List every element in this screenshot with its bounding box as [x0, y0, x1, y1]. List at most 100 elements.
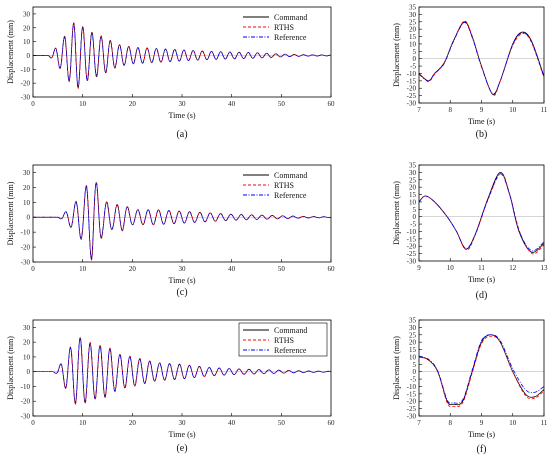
x-tick-label: 60 — [328, 100, 336, 108]
y-tick-label: 20 — [409, 26, 417, 34]
x-tick-label: 10 — [79, 100, 87, 108]
panel-label: (d) — [476, 290, 488, 301]
y-tick-label: 25 — [409, 331, 417, 339]
x-tick-label: 10 — [79, 265, 87, 273]
legend-label-rths: RTHS — [274, 181, 294, 190]
y-tick-label: 20 — [409, 184, 417, 192]
plot-frame — [418, 319, 545, 417]
x-tick-label: 11 — [541, 419, 548, 427]
y-tick-label: -15 — [407, 77, 417, 85]
x-tick-label: 8 — [449, 106, 453, 114]
y-tick-label: 10 — [409, 198, 417, 206]
y-tick-label: 10 — [23, 38, 31, 46]
series-line-command — [419, 21, 544, 96]
y-tick-label: 0 — [413, 55, 417, 63]
x-tick-label: 40 — [228, 265, 236, 273]
y-tick-label: 30 — [409, 169, 417, 177]
y-tick-label: -20 — [407, 398, 417, 406]
x-tick-label: 7 — [417, 106, 421, 114]
y-tick-label: -5 — [410, 221, 416, 229]
y-tick-label: -10 — [21, 383, 31, 391]
x-tick-label: 11 — [541, 106, 548, 114]
y-axis-label: Displacement (mm) — [6, 336, 15, 400]
y-tick-label: 25 — [409, 176, 417, 184]
x-axis-label: Time (s) — [168, 430, 195, 439]
y-tick-label: 25 — [409, 18, 417, 26]
y-axis-label: Displacement (mm) — [392, 181, 401, 245]
x-tick-label: 9 — [480, 106, 484, 114]
x-tick-label: 9 — [480, 419, 484, 427]
y-axis-label: Displacement (mm) — [6, 20, 15, 84]
y-tick-label: 10 — [409, 353, 417, 361]
y-tick-label: 15 — [409, 33, 417, 41]
x-tick-label: 12 — [509, 264, 517, 272]
x-tick-label: 10 — [447, 264, 455, 272]
y-tick-label: -30 — [21, 94, 31, 102]
y-tick-label: 30 — [23, 10, 31, 18]
x-tick-label: 50 — [278, 419, 286, 427]
y-tick-label: 10 — [23, 353, 31, 361]
series-line-reference — [33, 338, 331, 404]
x-tick-label: 50 — [278, 265, 286, 273]
y-tick-label: 20 — [23, 24, 31, 32]
x-axis-label: Time (s) — [468, 117, 495, 126]
x-tick-label: 60 — [328, 419, 336, 427]
x-tick-label: 10 — [79, 419, 87, 427]
chart-panel-c: 0 10 20 30 40 50 60 -30 -20 -10 0 10 20 30 Time (s) Dis… — [6, 164, 336, 298]
chart-panel-a: 0 10 20 30 40 50 60 -30 -20 -10 0 10 20 30 Time (s) Dis… — [6, 6, 336, 140]
y-tick-label: 0 — [27, 52, 31, 60]
chart-panel-e: 0 10 20 30 40 50 60 -30 -20 -10 0 10 20 30 Time (s) Dis… — [6, 319, 336, 454]
x-tick-label: 0 — [31, 100, 35, 108]
y-tick-label: -30 — [21, 259, 31, 267]
y-tick-label: -30 — [407, 258, 417, 266]
x-tick-label: 40 — [228, 100, 236, 108]
legend-label-command: Command — [274, 171, 307, 180]
y-tick-label: 0 — [27, 368, 31, 376]
chart-panel-f: 7 8 9 10 11-30-25-20-15-10-505101520253035Ti… — [392, 317, 548, 456]
y-tick-label: 30 — [23, 169, 31, 177]
y-tick-label: -20 — [21, 80, 31, 88]
y-tick-label: 5 — [413, 361, 417, 369]
y-tick-label: -15 — [407, 390, 417, 398]
legend-label-reference: Reference — [274, 191, 307, 200]
panel-label: (c) — [176, 287, 187, 298]
series-line-reference — [419, 22, 544, 95]
legend-box — [238, 322, 328, 357]
x-axis-label: Time (s) — [168, 276, 195, 285]
x-tick-label: 10 — [509, 419, 517, 427]
x-tick-label: 60 — [328, 265, 336, 273]
y-tick-label: -5 — [410, 63, 416, 71]
y-tick-label: 30 — [409, 324, 417, 332]
y-tick-label: -20 — [407, 243, 417, 251]
x-tick-label: 30 — [179, 419, 187, 427]
y-tick-label: -10 — [21, 66, 31, 74]
y-tick-label: -25 — [407, 92, 417, 100]
y-tick-label: -30 — [21, 413, 31, 421]
y-tick-label: 35 — [409, 162, 417, 170]
series-line-rths — [419, 335, 544, 408]
x-tick-label: 40 — [228, 419, 236, 427]
panel-label: (f) — [477, 444, 487, 455]
legend-label-rths: RTHS — [274, 23, 294, 32]
x-axis-label: Time (s) — [468, 430, 495, 439]
x-tick-label: 0 — [31, 265, 35, 273]
y-tick-label: -20 — [21, 398, 31, 406]
y-tick-label: -20 — [407, 85, 417, 93]
y-tick-label: -10 — [407, 70, 417, 78]
y-tick-label: 35 — [409, 317, 417, 325]
series-line-reference — [33, 182, 331, 259]
y-tick-label: 5 — [413, 48, 417, 56]
x-tick-label: 30 — [179, 100, 187, 108]
legend-label-reference: Reference — [274, 33, 307, 42]
legend-label-rths: RTHS — [274, 336, 294, 345]
y-tick-label: 0 — [27, 214, 31, 222]
chart-panel-d: 9 10 11 12 13-30-25-20-15-10-505101520253035… — [392, 162, 548, 302]
y-tick-label: 20 — [23, 184, 31, 192]
x-tick-label: 20 — [129, 419, 137, 427]
y-tick-label: 35 — [409, 4, 417, 12]
x-tick-label: 0 — [31, 419, 35, 427]
y-tick-label: -30 — [407, 100, 417, 108]
